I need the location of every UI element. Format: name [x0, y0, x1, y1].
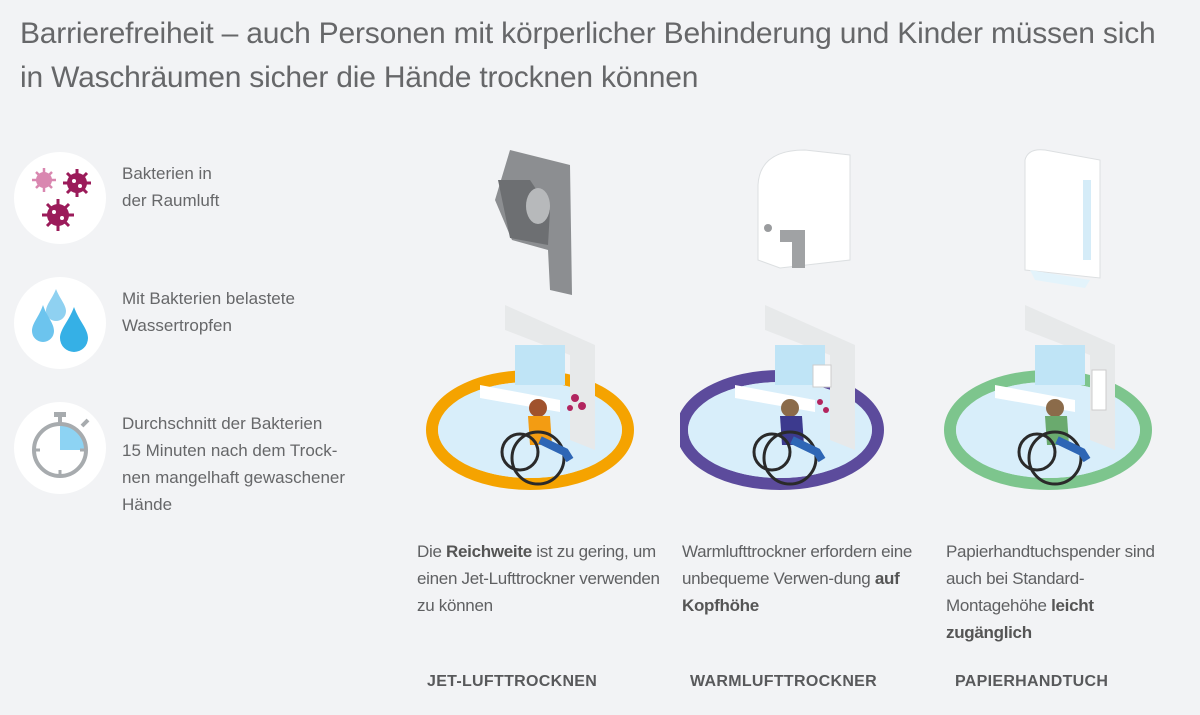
jet-dryer-illustration [426, 150, 634, 490]
description-jet-dryer: Die Reichweite ist zu gering, um einen J… [417, 542, 660, 615]
label-warm-air-dryer: WARMLUFTTROCKNER [690, 673, 877, 690]
stopwatch-icon [14, 402, 106, 494]
warm-air-dryer-illustration [680, 149, 884, 490]
legend-item-stopwatch: Durchschnitt der Bakterien 15 Minuten nac… [14, 402, 394, 514]
legend-item-bacteria: Bakterien in der Raumluft [14, 152, 394, 244]
description-warm-air-dryer: Warmlufttrockner erfordern eine unbequem… [682, 542, 913, 615]
page-title: Barrierefreiheit – auch Personen mit kör… [20, 17, 1156, 94]
paper-towel-illustration [944, 149, 1152, 490]
label-paper-towel: PAPIERHANDTUCH [955, 673, 1109, 690]
water-drops-icon [14, 277, 106, 369]
description-paper-towel: Papierhandtuchspender sind auch bei Stan… [946, 542, 1155, 642]
bacteria-icon [14, 152, 106, 244]
legend-text: Bakterien in der Raumluft [122, 164, 220, 210]
label-jet-dryer: JET-LUFTTROCKNEN [427, 673, 598, 690]
legend-item-water-drops: Mit Bakterien belastete Wassertropfen [14, 277, 394, 369]
legend-text: Durchschnitt der Bakterien 15 Minuten nac… [122, 414, 346, 514]
legend-text: Mit Bakterien belastete Wassertropfen [122, 289, 295, 335]
